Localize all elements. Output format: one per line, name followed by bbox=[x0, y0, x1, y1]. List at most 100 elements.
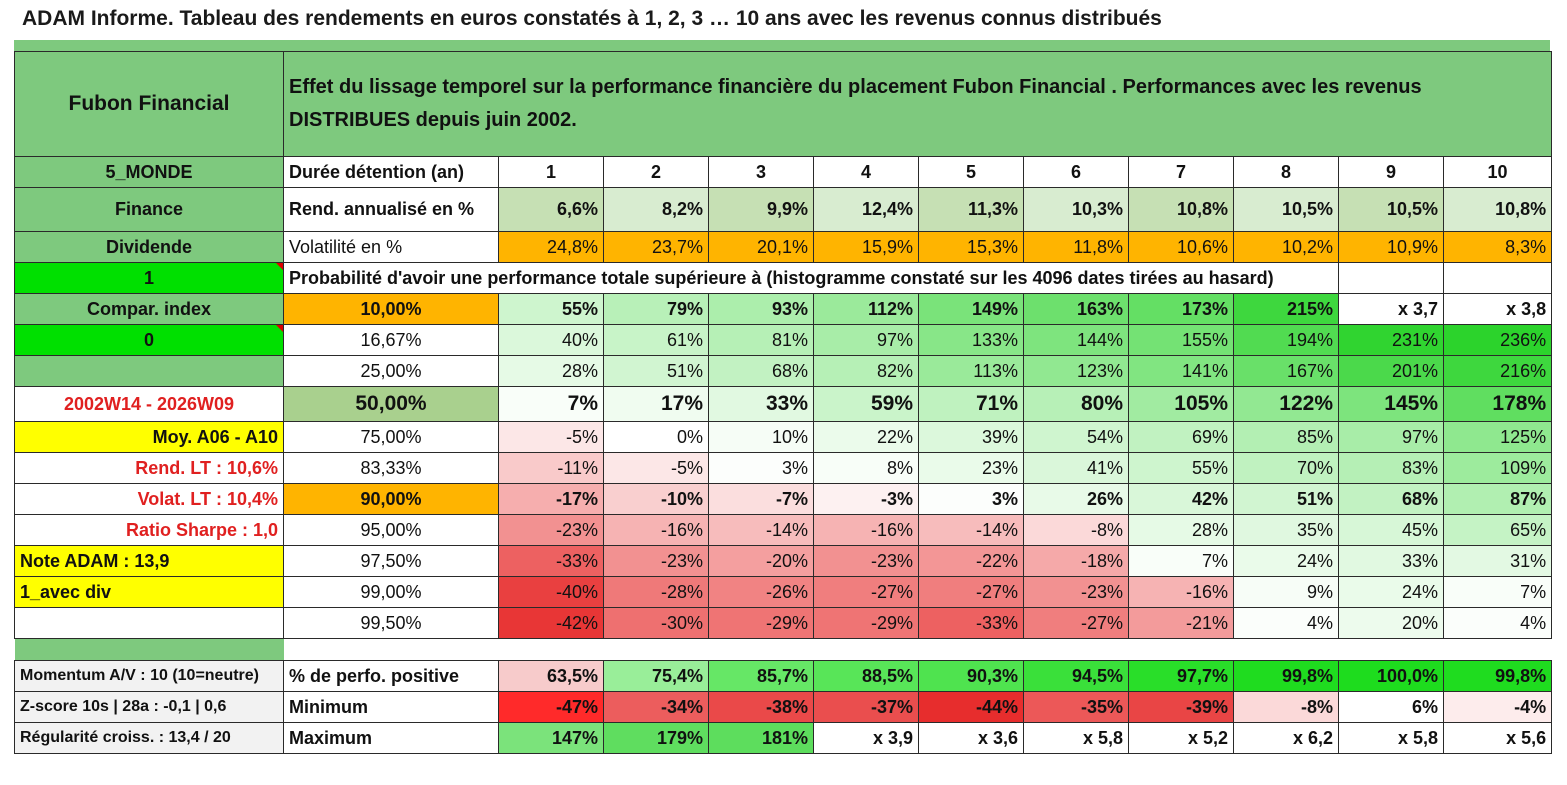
min-label: Minimum bbox=[283, 691, 499, 723]
min-cell: -39% bbox=[1128, 691, 1234, 723]
quantile-label: 90,00% bbox=[283, 483, 499, 515]
max-cell: x 3,6 bbox=[918, 722, 1024, 754]
max-cell: x 3,9 bbox=[813, 722, 919, 754]
quantile-cell: 51% bbox=[603, 355, 709, 387]
quantile-cell: -33% bbox=[498, 545, 604, 577]
rend-cell: 10,8% bbox=[1442, 187, 1553, 232]
left-info-cell: 1_avec div bbox=[14, 576, 284, 608]
rend-label: Rend. annualisé en % bbox=[283, 187, 499, 232]
quantile-cell: 201% bbox=[1338, 355, 1444, 387]
rend-cell: 10,5% bbox=[1338, 187, 1444, 232]
quantile-cell: -20% bbox=[708, 545, 814, 577]
quantile-cell: 24% bbox=[1233, 545, 1339, 577]
quantile-cell: 26% bbox=[1023, 483, 1129, 515]
quantile-cell: 215% bbox=[1233, 293, 1339, 325]
quantile-label: 97,50% bbox=[283, 545, 499, 577]
quantile-cell: 216% bbox=[1442, 355, 1553, 387]
rend-cell: 11,3% bbox=[918, 187, 1024, 232]
quantile-cell: x 3,7 bbox=[1338, 293, 1444, 325]
table-row: Rend. LT : 10,6% 83,33% -11% -5% 3% 8% 23% 41% 5… bbox=[14, 452, 1553, 484]
table-row: 2002W14 - 2026W09 50,00% 7% 17% 33% 59% 71% 80%… bbox=[14, 386, 1553, 422]
quantile-cell: -16% bbox=[813, 514, 919, 546]
quantile-cell: 87% bbox=[1442, 483, 1553, 515]
proba-label: Probabilité d'avoir une performance tota… bbox=[283, 262, 1339, 294]
quantile-cell: -3% bbox=[813, 483, 919, 515]
quantile-cell: 69% bbox=[1128, 421, 1234, 453]
min-cell: -44% bbox=[918, 691, 1024, 723]
quantile-cell: 133% bbox=[918, 324, 1024, 356]
pos-cell: 100,0% bbox=[1338, 660, 1444, 692]
performance-table: Fubon Financial Effet du lissage temporel… bbox=[14, 51, 1553, 754]
pos-cell: 94,5% bbox=[1023, 660, 1129, 692]
min-cell: -37% bbox=[813, 691, 919, 723]
quantile-cell: 8% bbox=[813, 452, 919, 484]
quantile-cell: 10% bbox=[708, 421, 814, 453]
left-info-cell: Ratio Sharpe : 1,0 bbox=[14, 514, 284, 546]
quantile-cell: 93% bbox=[708, 293, 814, 325]
quantile-cell: 45% bbox=[1338, 514, 1444, 546]
quantile-cell: -23% bbox=[603, 545, 709, 577]
quantile-cell: 24% bbox=[1338, 576, 1444, 608]
quantile-cell: -5% bbox=[498, 421, 604, 453]
table-row: Note ADAM : 13,9 97,50% -33% -23% -20% -23% -2… bbox=[14, 545, 1553, 577]
quantile-cell: 141% bbox=[1128, 355, 1234, 387]
quantile-cell: 173% bbox=[1128, 293, 1234, 325]
table-row: Z-score 10s | 28a : -0,1 | 0,6 Minimum -47… bbox=[14, 691, 1553, 723]
quantile-cell: 4% bbox=[1233, 607, 1339, 639]
year-header: 10 bbox=[1442, 156, 1553, 188]
year-header: 5 bbox=[918, 156, 1024, 188]
quantile-cell: 28% bbox=[1128, 514, 1234, 546]
spacer-green bbox=[14, 638, 284, 661]
quantile-cell: 144% bbox=[1023, 324, 1129, 356]
table-row: Finance Rend. annualisé en % 6,6% 8,2% 9,9% 1… bbox=[14, 187, 1553, 232]
vol-cell: 10,2% bbox=[1233, 231, 1339, 263]
flag-1: 1 bbox=[14, 262, 284, 294]
left-info-cell bbox=[14, 607, 284, 639]
quantile-cell: -23% bbox=[813, 545, 919, 577]
quantile-cell: 83% bbox=[1338, 452, 1444, 484]
quantile-cell: -40% bbox=[498, 576, 604, 608]
quantile-cell: 51% bbox=[1233, 483, 1339, 515]
quantile-cell: 23% bbox=[918, 452, 1024, 484]
year-header: 8 bbox=[1233, 156, 1339, 188]
quantile-cell: 0% bbox=[603, 421, 709, 453]
quantile-cell: -17% bbox=[498, 483, 604, 515]
quantile-cell: 41% bbox=[1023, 452, 1129, 484]
quantile-cell: 81% bbox=[708, 324, 814, 356]
quantile-cell: 39% bbox=[918, 421, 1024, 453]
quantile-cell: -7% bbox=[708, 483, 814, 515]
quantile-cell: 4% bbox=[1442, 607, 1553, 639]
quantile-label: 75,00% bbox=[283, 421, 499, 453]
quantile-cell: -16% bbox=[603, 514, 709, 546]
left-info-cell: 0 bbox=[14, 324, 284, 356]
quantile-cell: 7% bbox=[1442, 576, 1553, 608]
table-description: Effet du lissage temporel sur la perform… bbox=[282, 51, 1553, 157]
table-row: 1_avec div 99,00% -40% -28% -26% -27% -27% -23%… bbox=[14, 576, 1553, 608]
max-cell: x 5,2 bbox=[1128, 722, 1234, 754]
quantile-cell: 68% bbox=[708, 355, 814, 387]
max-cell: 181% bbox=[708, 722, 814, 754]
quantile-cell: 20% bbox=[1338, 607, 1444, 639]
quantile-cell: -23% bbox=[498, 514, 604, 546]
stat-info: Momentum A/V : 10 (10=neutre) bbox=[14, 660, 284, 692]
pos-cell: 85,7% bbox=[708, 660, 814, 692]
quantile-label: 95,00% bbox=[283, 514, 499, 546]
quantile-cell: -10% bbox=[603, 483, 709, 515]
quantile-cell: -27% bbox=[1023, 607, 1129, 639]
vol-cell: 11,8% bbox=[1023, 231, 1129, 263]
year-header: 7 bbox=[1128, 156, 1234, 188]
quantile-cell: 35% bbox=[1233, 514, 1339, 546]
quantile-cell: -26% bbox=[708, 576, 814, 608]
asset-name: Fubon Financial bbox=[14, 51, 284, 157]
quantile-cell: 68% bbox=[1338, 483, 1444, 515]
max-cell: x 5,8 bbox=[1023, 722, 1129, 754]
left-info-cell: Rend. LT : 10,6% bbox=[14, 452, 284, 484]
min-cell: -4% bbox=[1442, 691, 1553, 723]
quantile-cell: -16% bbox=[1128, 576, 1234, 608]
quantile-cell: 7% bbox=[498, 386, 604, 422]
quantile-cell: 194% bbox=[1233, 324, 1339, 356]
quantile-cell: 155% bbox=[1128, 324, 1234, 356]
table-row: Fubon Financial Effet du lissage temporel… bbox=[14, 51, 1553, 157]
vol-cell: 10,6% bbox=[1128, 231, 1234, 263]
quantile-cell: -27% bbox=[918, 576, 1024, 608]
